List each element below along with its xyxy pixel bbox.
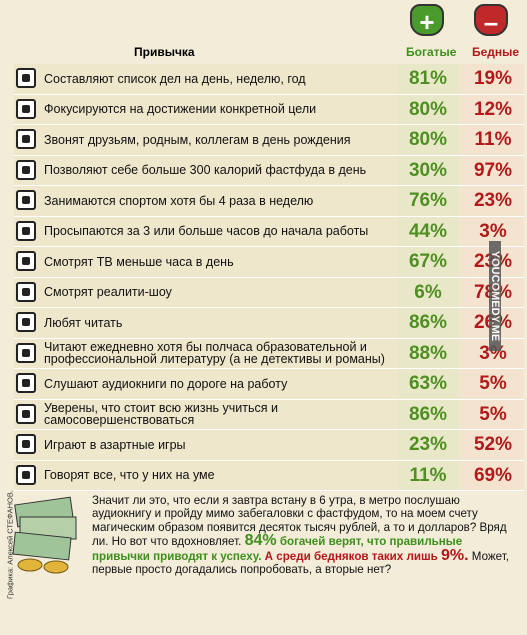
rich-percent: 80% (398, 125, 458, 154)
rich-header: Богатые (406, 45, 457, 59)
habit-text: Составляют список дел на день, неделю, г… (44, 71, 306, 86)
table-row: Уверены, что стоит всю жизнь учиться и с… (14, 399, 524, 430)
credit: Графика: Алексей СТЕФАНОВ. (5, 490, 15, 599)
poor-percent: 11% (462, 125, 524, 154)
table-row: Слушают аудиокниги по дороге на работу 63… (14, 369, 524, 400)
habit-icon (16, 434, 36, 454)
poor-percent: 12% (462, 94, 524, 124)
habit-text: Говорят все, что у них на уме (44, 468, 215, 482)
money-illustration (12, 496, 77, 574)
table: Составляют список дел на день, неделю, г… (14, 64, 524, 491)
poor-percent: 19% (462, 64, 524, 93)
table-row: Просыпаются за 3 или больше часов до нач… (14, 216, 524, 247)
habit-icon (16, 373, 36, 393)
rich-percent: 76% (398, 186, 458, 215)
habit-icon (16, 342, 36, 363)
rich-percent: 6% (398, 277, 458, 307)
habit-icon (16, 464, 36, 485)
table-row: Занимаются спортом хотя бы 4 раза в неде… (14, 186, 524, 217)
poor-percent: 97% (462, 155, 524, 185)
habit-icon (16, 159, 36, 180)
rich-percent: 23% (398, 430, 458, 459)
poor-percent: 5% (462, 399, 524, 429)
poor-percent: 3% (462, 338, 524, 368)
habit-text: Позволяют себе больше 300 калорий фастфу… (44, 163, 367, 177)
habit-icon (16, 403, 36, 424)
poor-percent: 5% (462, 369, 524, 398)
rich-percent: 88% (398, 338, 458, 368)
habit-icon (16, 312, 36, 332)
rich-percent: 11% (398, 460, 458, 490)
footer-segment: 84% (244, 532, 277, 550)
habit-text: Просыпаются за 3 или больше часов до нач… (44, 224, 369, 238)
habit-text: Смотрят реалити-шоу (44, 285, 172, 299)
footer-segment: А среди бедняков таких лишь (261, 549, 441, 563)
footer-text: Значит ли это, что если я завтра встану … (92, 494, 512, 576)
rich-percent: 80% (398, 94, 458, 124)
table-row: Играют в азартные игры 23% 52% (14, 430, 524, 461)
table-row: Говорят все, что у них на уме 11% 69% (14, 460, 524, 491)
footer-segment: 9%. (440, 546, 469, 564)
habit-text: Уверены, что стоит всю жизнь учиться и с… (44, 401, 278, 427)
rich-percent: 86% (398, 399, 458, 429)
rich-percent: 30% (398, 155, 458, 185)
poor-percent: 69% (462, 460, 524, 490)
habit-icon (16, 129, 36, 149)
table-row: Позволяют себе больше 300 калорий фастфу… (14, 155, 524, 186)
habit-icon (16, 190, 36, 210)
footer-segment: Может, первые просто догадались попробов… (92, 549, 509, 577)
rich-percent: 63% (398, 369, 458, 398)
habit-icon (16, 251, 36, 271)
table-row: Читают ежедневно хотя бы полчаса образов… (14, 338, 524, 369)
habit-text: Звонят друзьям, родным, коллегам в день … (44, 132, 351, 147)
poor-percent: 23% (462, 186, 524, 215)
poor-percent: 3% (462, 216, 524, 246)
habit-icon (16, 68, 36, 88)
poor-header: Бедные (472, 45, 520, 59)
habit-icon (16, 281, 36, 302)
rich-percent: 81% (398, 64, 458, 93)
habit-text: Слушают аудиокниги по дороге на работу (44, 376, 288, 391)
habit-text: Любят читать (44, 315, 123, 330)
habit-text: Читают ежедневно хотя бы полчаса образов… (44, 340, 385, 366)
table-row: Составляют список дел на день, неделю, г… (14, 64, 524, 95)
footer-segment: Значит ли это, что если я завтра встану … (92, 494, 507, 549)
rich-percent: 67% (398, 247, 458, 276)
habit-header: Привычка (134, 45, 195, 59)
rich-wallet-icon: + (410, 4, 444, 37)
habit-text: Занимаются спортом хотя бы 4 раза в неде… (44, 193, 314, 208)
table-row: Звонят друзьям, родным, коллегам в день … (14, 125, 524, 156)
watermark: YOUCOMEDY.ME (489, 241, 501, 351)
habit-icon (16, 220, 36, 241)
habit-text: Смотрят ТВ меньше часа в день (44, 254, 234, 269)
rich-percent: 44% (398, 216, 458, 246)
habit-icon (16, 98, 36, 119)
infographic: + – Привычка Богатые Бедные Составляют с… (6, 4, 524, 599)
rich-percent: 86% (398, 308, 458, 337)
table-row: Фокусируются на достижении конкретной це… (14, 94, 524, 125)
poor-wallet-icon: – (474, 4, 508, 37)
footer-segment: богачей верят, что правильные привычки п… (92, 535, 463, 563)
habit-text: Фокусируются на достижении конкретной це… (44, 102, 317, 116)
poor-percent: 52% (462, 430, 524, 459)
habit-text: Играют в азартные игры (44, 437, 186, 452)
table-header: Привычка Богатые Бедные (14, 42, 524, 62)
